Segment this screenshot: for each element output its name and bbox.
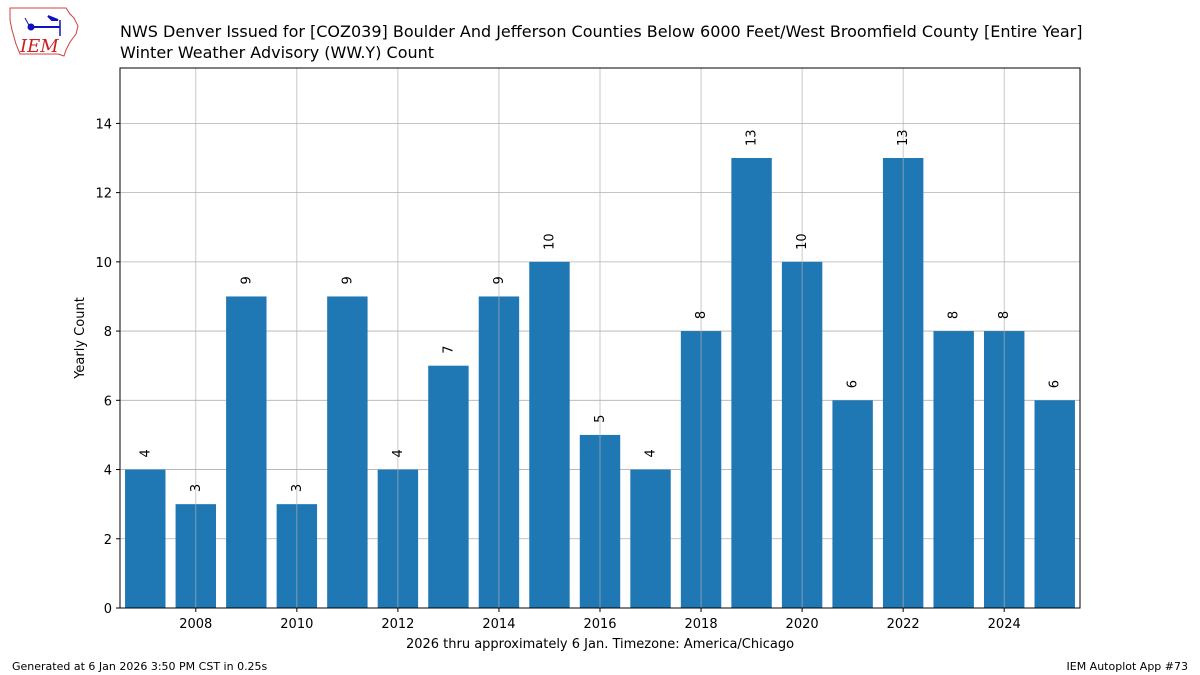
data-label-2016: 5 (593, 415, 608, 423)
bar-2011 (327, 296, 368, 608)
y-tick-label: 6 (104, 394, 112, 409)
data-label-2009: 9 (239, 276, 254, 284)
x-tick-label: 2008 (179, 617, 212, 632)
data-label-2019: 13 (745, 129, 760, 146)
data-label-2012: 4 (391, 449, 406, 457)
data-label-2011: 9 (340, 276, 355, 284)
y-axis-label: Yearly Count (73, 297, 88, 380)
bar-2023 (933, 331, 974, 608)
y-tick-label: 10 (95, 256, 112, 271)
x-tick-label: 2012 (381, 617, 414, 632)
data-label-2010: 3 (290, 484, 305, 492)
bar-2017 (630, 469, 671, 608)
data-label-2023: 8 (947, 311, 962, 319)
y-ticks: 0 2 4 6 8 10 12 14 (95, 117, 120, 617)
x-tick-label: 2010 (280, 617, 313, 632)
data-label-2008: 3 (189, 484, 204, 492)
y-tick-label: 8 (104, 325, 112, 340)
data-label-2022: 13 (896, 129, 911, 146)
bar-2015 (529, 261, 570, 608)
iem-logo: IEM (9, 7, 79, 57)
footer-app: IEM Autoplot App #73 (1067, 660, 1189, 673)
iowa-outline (9, 7, 79, 57)
weather-station-icon (24, 15, 61, 36)
bar-2007 (125, 469, 166, 608)
x-tick-label: 2024 (988, 617, 1021, 632)
x-tick-label: 2018 (685, 617, 718, 632)
data-label-2014: 9 (492, 276, 507, 284)
bar-2019 (731, 158, 772, 608)
y-tick-label: 12 (95, 187, 112, 202)
bar-2025 (1034, 400, 1075, 608)
chart-subtitle: Winter Weather Advisory (WW.Y) Count (120, 43, 434, 62)
chart-title: NWS Denver Issued for [COZ039] Boulder A… (120, 22, 1082, 41)
grid-overlay (195, 68, 1005, 608)
logo-text: IEM (19, 36, 59, 57)
bar-2009 (226, 296, 267, 608)
y-tick-label: 4 (104, 464, 112, 479)
data-label-2007: 4 (138, 449, 153, 457)
data-labels: 4 3 9 3 9 4 7 9 10 5 4 8 13 10 6 13 8 8 6 (138, 129, 1062, 492)
data-label-2024: 8 (997, 311, 1012, 319)
x-ticks: 2008 2010 2012 2014 2016 2018 2020 2022 2024 (179, 608, 1021, 632)
y-tick-label: 0 (104, 602, 112, 617)
x-tick-label: 2022 (887, 617, 920, 632)
data-label-2015: 10 (542, 233, 557, 250)
y-tick-label: 2 (104, 533, 112, 548)
data-label-2021: 6 (846, 380, 861, 388)
data-label-2017: 4 (644, 449, 659, 457)
footer-generated: Generated at 6 Jan 2026 3:50 PM CST in 0… (12, 660, 268, 673)
data-label-2018: 8 (694, 311, 709, 319)
x-tick-label: 2014 (482, 617, 515, 632)
x-axis-label: 2026 thru approximately 6 Jan. Timezone:… (406, 637, 794, 652)
data-label-2025: 6 (1048, 380, 1063, 388)
bar-2013 (428, 365, 469, 608)
data-label-2013: 7 (441, 345, 456, 353)
bar-2021 (832, 400, 873, 608)
x-tick-label: 2016 (583, 617, 616, 632)
y-tick-label: 14 (95, 117, 112, 132)
x-tick-label: 2020 (786, 617, 819, 632)
data-label-2020: 10 (795, 233, 810, 250)
